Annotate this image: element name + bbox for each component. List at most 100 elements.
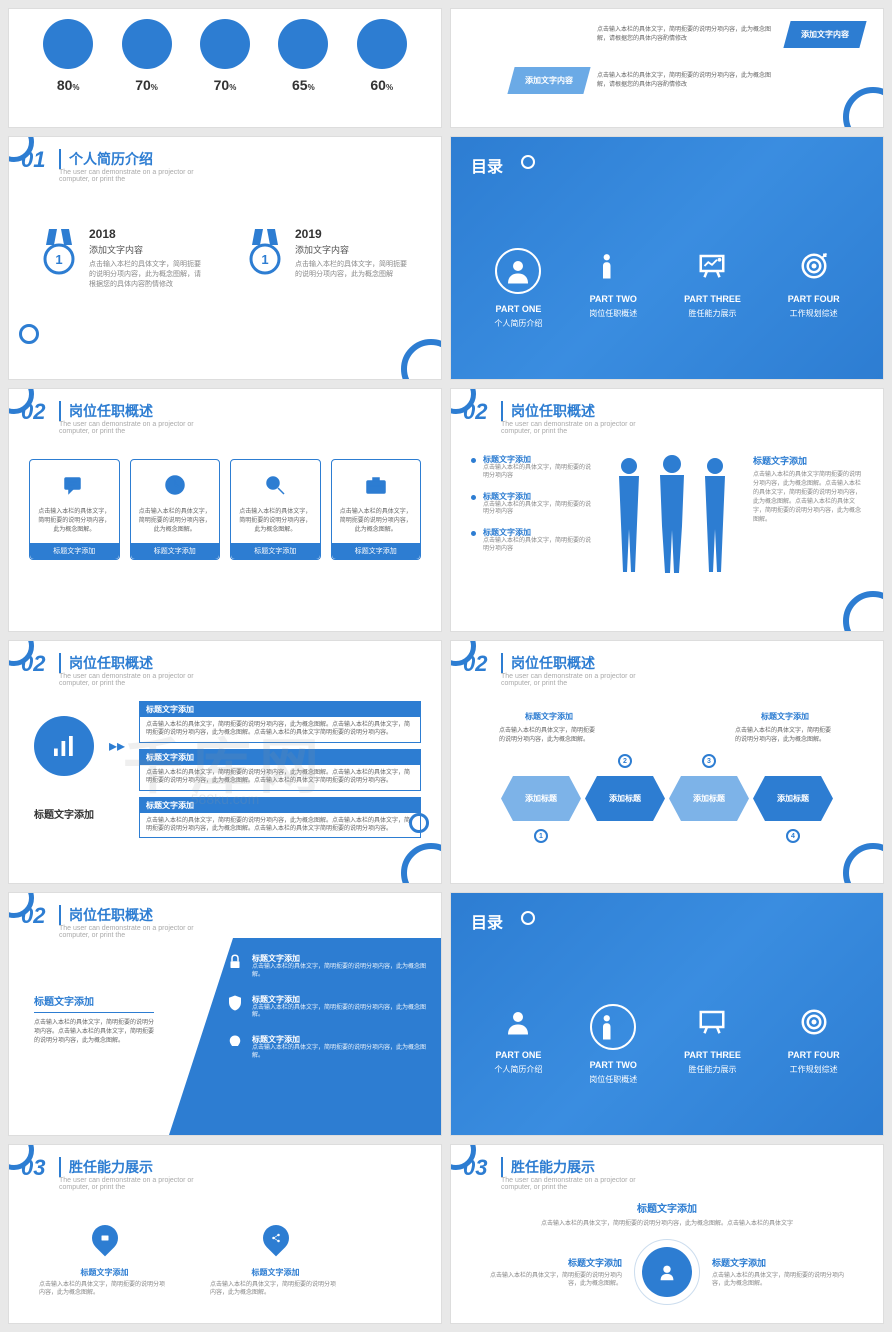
board-icon [694,1004,730,1040]
header-title: 标题文字添加 [481,1200,853,1215]
parall-label: 添加文字内容 [507,67,590,94]
people-silhouettes [591,454,753,579]
briefcase-icon [338,470,415,500]
share-icon [257,1220,294,1257]
pin-icon [86,1220,123,1257]
toc-item: PART THREE胜任能力展示 [684,248,741,329]
slide-02-people: 02 岗位任职概述 The user can demonstrate on a … [450,388,884,632]
slide-number: 02 [21,903,45,929]
slide-01-resume: 01 个人简历介绍 The user can demonstrate on a … [8,136,442,380]
board-icon [694,248,730,284]
hex-node: 添加标题 [585,776,665,821]
diag-item: 标题文字添加点击输入本栏的具体文字，简明扼要的说明分项内容，此为概念图解。 [226,953,426,980]
slide-subtitle: The user can demonstrate on a projector … [59,925,199,939]
medal-icon: 1 [245,227,285,289]
slide-title: 岗位任职概述 [501,401,595,421]
toc-title: 目录 [471,909,503,933]
parall-desc: 点击输入本栏的具体文字，简明扼要的说明分项内容，此为概念图解，请根据您的具体内容… [597,26,777,43]
slide-percentages: 80% 70% 70% 65% 60% [8,8,442,128]
slide-number: 02 [463,399,487,425]
info-card: 点击输入本栏的具体文字，简明扼要的说明分项内容，此为概念图解。标题文字添加 [331,459,422,560]
lock-icon [226,953,244,971]
left-desc: 点击输入本栏的具体文字，简明扼要的说明分项内容。点击输入本栏的具体文字，简明扼要… [34,1019,154,1046]
toc-item: PART ONE个人简历介绍 [494,1004,542,1085]
slide-subtitle: The user can demonstrate on a projector … [59,1177,199,1191]
slide-toc-2: 目录 PART ONE个人简历介绍 PART TWO岗位任职概述 PART TH… [450,892,884,1136]
toc-item: PART TWO岗位任职概述 [589,1004,637,1085]
bulb-icon [226,1034,244,1052]
pct-item: 60% [357,19,407,93]
slide-title: 岗位任职概述 [59,401,153,421]
hex-node: 添加标题 [753,776,833,821]
search-icon [237,470,314,500]
slide-02-diagonal: 02 岗位任职概述 The user can demonstrate on a … [8,892,442,1136]
pct-item: 70% [200,19,250,93]
target-icon [796,1004,832,1040]
diag-item: 标题文字添加点击输入本栏的具体文字，简明扼要的说明分项内容，此为概念图解。 [226,1034,426,1061]
slide-subtitle: The user can demonstrate on a projector … [59,421,199,435]
parall-desc: 点击输入本栏的具体文字，简明扼要的说明分项内容，此为概念图解，请根据您的具体内容… [597,72,777,89]
slide-title: 岗位任职概述 [501,653,595,673]
slide-number: 03 [463,1155,487,1181]
pct-item: 70% [122,19,172,93]
svg-text:1: 1 [261,252,268,267]
hex-node: 添加标题 [501,776,581,821]
target-icon [796,248,832,284]
presenter-icon [590,1004,636,1050]
info-card: 点击输入本栏的具体文字，简明扼要的说明分项内容，此为概念图解。标题文字添加 [230,459,321,560]
slide-subtitle: The user can demonstrate on a projector … [59,673,199,687]
svg-text:1: 1 [55,252,62,267]
medal-item: 1 2019添加文字内容点击输入本栏的具体文字，简明扼要的说明分项内容，此为概念… [245,227,411,289]
toc-circle-icon [521,911,535,925]
arrow-icon: ▸▸ [109,736,125,756]
pin-item: 标题文字添加点击输入本栏的具体文字，简明扼要的说明分项内容，此为概念图解。 [39,1225,170,1298]
hex-text: 标题文字添加点击输入本栏的具体文字，简明扼要的说明分项内容，此为概念图解。 [491,711,607,743]
timeline-item: 标题文字添加点击输入本栏的具体文字，简明扼要的说明分项内容 [471,454,591,481]
clock-icon [137,470,214,500]
slide-02-hex: 02 岗位任职概述 The user can demonstrate on a … [450,640,884,884]
parall-label: 添加文字内容 [783,21,866,48]
info-card: 点击输入本栏的具体文字，简明扼要的说明分项内容，此为概念图解。标题文字添加 [130,459,221,560]
bar-item: 标题文字添加点击输入本栏的具体文字，简明扼要的说明分项内容，此为概念图解。点击输… [139,749,421,791]
toc-circle-icon [521,155,535,169]
chart-label: 标题文字添加 [34,806,94,821]
bar-item: 标题文字添加点击输入本栏的具体文字，简明扼要的说明分项内容，此为概念图解。点击输… [139,701,421,743]
slide-number: 03 [21,1155,45,1181]
slide-title: 胜任能力展示 [59,1157,153,1177]
slide-number: 02 [463,651,487,677]
chat-icon [36,470,113,500]
hex-node: 添加标题 [669,776,749,821]
slide-parallelogram: 添加文字内容 点击输入本栏的具体文字，简明扼要的说明分项内容，此为概念图解，请根… [450,8,884,128]
shield-icon [226,994,244,1012]
toc-title: 目录 [471,153,503,177]
toc-item: PART FOUR工作规划综述 [788,1004,840,1085]
slide-02-bars: 02 岗位任职概述 The user can demonstrate on a … [8,640,442,884]
slide-subtitle: The user can demonstrate on a projector … [59,169,199,183]
toc-item: PART FOUR工作规划综述 [788,248,840,329]
user-icon [642,1247,692,1297]
slide-number: 01 [21,147,45,173]
slide-number: 02 [21,399,45,425]
pct-item: 80% [43,19,93,93]
diag-item: 标题文字添加点击输入本栏的具体文字，简明扼要的说明分项内容，此为概念图解。 [226,994,426,1021]
right-desc: 点击输入本栏的具体文字简明扼要的说明分项内容，此为概念图解。点击输入本栏的具体文… [753,471,863,525]
header-desc: 点击输入本栏的具体文字，简明扼要的说明分项内容，此为概念图解。点击输入本栏的具体… [481,1218,853,1227]
toc-item: PART ONE个人简历介绍 [494,248,542,329]
person-icon [500,1004,536,1040]
slide-title: 岗位任职概述 [59,905,153,925]
presenter-icon [595,248,631,284]
right-title: 标题文字添加 [753,454,863,467]
slide-subtitle: The user can demonstrate on a projector … [501,1177,641,1191]
slide-number: 02 [21,651,45,677]
chart-icon [34,716,94,776]
pct-item: 65% [278,19,328,93]
bar-item: 标题文字添加点击输入本栏的具体文字，简明扼要的说明分项内容，此为概念图解。点击输… [139,797,421,839]
toc-item: PART THREE胜任能力展示 [684,1004,741,1085]
slide-subtitle: The user can demonstrate on a projector … [501,673,641,687]
slide-toc-1: 目录 PART ONE个人简历介绍 PART TWO岗位任职概述 PART TH… [450,136,884,380]
slide-03-pins: 03 胜任能力展示 The user can demonstrate on a … [8,1144,442,1324]
pin-item: 标题文字添加点击输入本栏的具体文字，简明扼要的说明分项内容，此为概念图解。 [210,1225,341,1298]
medal-item: 1 2018添加文字内容点击输入本栏的具体文字，简明扼要的说明分项内容，此为概念… [39,227,205,289]
slide-03-center: 03 胜任能力展示 The user can demonstrate on a … [450,1144,884,1324]
slide-title: 个人简历介绍 [59,149,153,169]
